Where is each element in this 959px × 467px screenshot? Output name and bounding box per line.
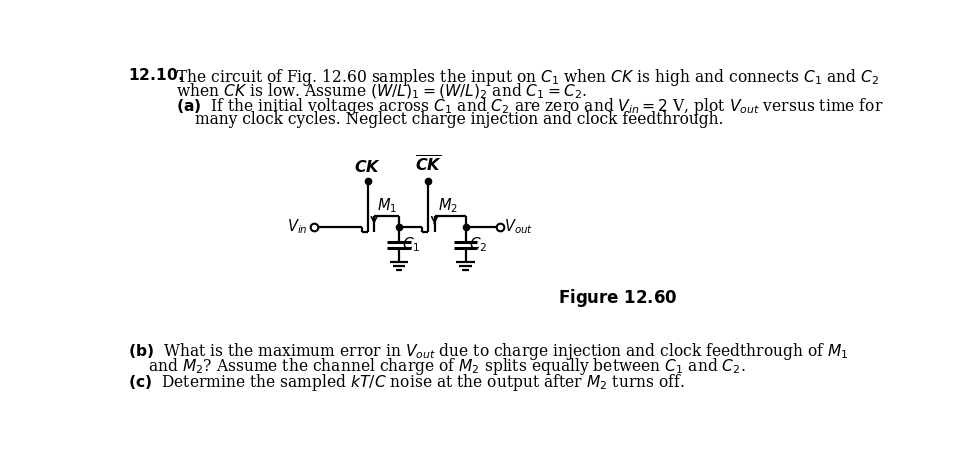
Text: The circuit of Fig. 12.60 samples the input on $C_1$ when $CK$ is high and conne: The circuit of Fig. 12.60 samples the in… — [175, 67, 878, 88]
Text: $\overline{\boldsymbol{CK}}$: $\overline{\boldsymbol{CK}}$ — [414, 156, 442, 176]
Text: $\mathbf{Figure\ 12.60}$: $\mathbf{Figure\ 12.60}$ — [558, 287, 677, 309]
Text: $M_1$: $M_1$ — [377, 197, 397, 215]
Text: $V_{out}$: $V_{out}$ — [504, 218, 533, 236]
Text: $C_1$: $C_1$ — [402, 235, 420, 254]
Text: when $CK$ is low. Assume $(W/L)_1 = (W/L)_2$ and $C_1 = C_2$.: when $CK$ is low. Assume $(W/L)_1 = (W/L… — [175, 81, 587, 101]
Text: $C_2$: $C_2$ — [469, 235, 487, 254]
Text: $\mathbf{(b)}$  What is the maximum error in $V_{out}$ due to charge injection a: $\mathbf{(b)}$ What is the maximum error… — [129, 341, 849, 362]
Text: and $M_2$? Assume the channel charge of $M_2$ splits equally between $C_1$ and $: and $M_2$? Assume the channel charge of … — [148, 355, 745, 376]
Text: $\mathbf{12.10.}$: $\mathbf{12.10.}$ — [129, 67, 184, 84]
Text: $\mathbf{(a)}$  If the initial voltages across $C_1$ and $C_2$ are zero and $V_{: $\mathbf{(a)}$ If the initial voltages a… — [175, 96, 883, 117]
Text: $M_2$: $M_2$ — [437, 197, 457, 215]
Text: $\boldsymbol{CK}$: $\boldsymbol{CK}$ — [354, 159, 382, 176]
Text: $V_{in}$: $V_{in}$ — [287, 218, 308, 236]
Text: $\mathbf{(c)}$  Determine the sampled $kT/C$ noise at the output after $M_2$ tur: $\mathbf{(c)}$ Determine the sampled $kT… — [129, 372, 685, 393]
Text: many clock cycles. Neglect charge injection and clock feedthrough.: many clock cycles. Neglect charge inject… — [195, 111, 723, 127]
